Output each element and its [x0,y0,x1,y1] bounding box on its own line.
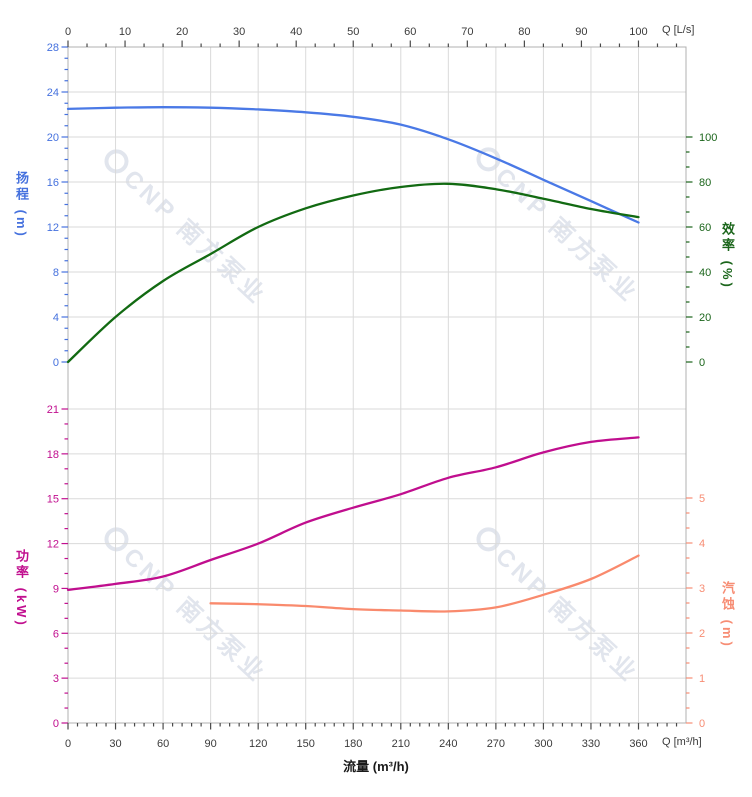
bottom_flow-tick-label: 360 [629,738,647,750]
top_flow-tick-label: 20 [176,26,188,38]
head-curve [66,106,640,224]
x-axis-title: 流量 (m³/h) [343,759,409,774]
power-tick-label: 12 [47,539,59,551]
top_flow-tick-label: 100 [629,26,647,38]
npsh-tick-label: 0 [699,718,705,730]
bottom_flow-tick-label: 150 [297,738,315,750]
npsh-tick-label: 2 [699,628,705,640]
bottom-flow-unit-label: Q [m³/h] [662,736,702,748]
top_flow-tick-label: 0 [65,26,71,38]
power-tick-label: 3 [53,673,59,685]
power-tick-label: 15 [47,494,59,506]
top_flow-axis: 0 10 20 30 40 50 60 70 80 90 100 [65,26,678,47]
plot-border [67,46,687,724]
npsh-curve [209,554,640,613]
power-tick-label: 18 [47,449,59,461]
bottom_flow-tick-label: 180 [344,738,362,750]
bottom_flow-axis: 0 30 60 90 120 150 180 210 240 270 300 330 360 [65,723,678,750]
efficiency-axis: 0 20 40 60 80 100 [686,132,717,369]
efficiency-tick-label: 80 [699,177,711,189]
head-tick-label: 20 [47,132,59,144]
top_flow-tick-label: 50 [347,26,359,38]
power-axis-label: 功率 (kW) [14,549,29,628]
npsh-axis: 0 1 2 3 4 5 [686,493,705,730]
bottom_flow-tick-label: 120 [249,738,267,750]
bottom_flow-tick-label: 60 [157,738,169,750]
head-tick-label: 12 [47,222,59,234]
npsh-axis-label: 汽蚀 (m) [720,581,735,649]
efficiency-tick-label: 100 [699,132,717,144]
top_flow-tick-label: 60 [404,26,416,38]
head-tick-label: 8 [53,267,59,279]
power-tick-label: 0 [53,718,59,730]
power-tick-label: 6 [53,628,59,640]
efficiency-axis-label: 效率 (%) [720,222,735,290]
bottom_flow-tick-label: 30 [109,738,121,750]
efficiency-tick-label: 20 [699,312,711,324]
top_flow-tick-label: 80 [518,26,530,38]
head-tick-label: 0 [53,357,59,369]
head-tick-label: 16 [47,177,59,189]
head-tick-label: 28 [47,42,59,54]
top-flow-unit-label: Q [L/s] [662,24,695,36]
efficiency-tick-label: 0 [699,357,705,369]
top_flow-tick-label: 90 [575,26,587,38]
efficiency-tick-label: 60 [699,222,711,234]
power-tick-label: 21 [47,404,59,416]
power-axis: 0 3 6 9 12 15 18 21 [47,404,68,730]
npsh-tick-label: 1 [699,673,705,685]
bottom_flow-tick-label: 300 [534,738,552,750]
bottom_flow-tick-label: 270 [487,738,505,750]
bottom_flow-tick-label: 0 [65,738,71,750]
bottom_flow-tick-label: 330 [582,738,600,750]
power-curve [66,436,640,592]
top_flow-tick-label: 70 [461,26,473,38]
gridlines [68,47,686,723]
bottom_flow-tick-label: 210 [392,738,410,750]
efficiency-curve [66,182,640,364]
head-axis: 0 4 8 12 16 20 24 28 [47,42,68,369]
efficiency-tick-label: 40 [699,267,711,279]
bottom_flow-tick-label: 90 [204,738,216,750]
npsh-tick-label: 5 [699,493,705,505]
top_flow-tick-label: 30 [233,26,245,38]
head-tick-label: 4 [53,312,59,324]
head-tick-label: 24 [47,87,59,99]
top_flow-tick-label: 10 [119,26,131,38]
top_flow-tick-label: 40 [290,26,302,38]
bottom_flow-tick-label: 240 [439,738,457,750]
head-axis-label: 扬程 (m) [14,171,29,239]
power-tick-label: 9 [53,583,59,595]
npsh-tick-label: 4 [699,538,705,550]
npsh-tick-label: 3 [699,583,705,595]
